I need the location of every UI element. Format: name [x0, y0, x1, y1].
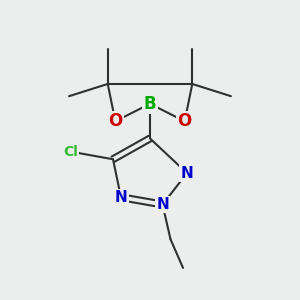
Text: O: O	[178, 112, 192, 130]
Text: N: N	[181, 166, 194, 181]
Text: B: B	[144, 95, 156, 113]
Text: N: N	[156, 197, 169, 212]
Text: N: N	[115, 190, 127, 205]
Text: O: O	[108, 112, 122, 130]
Text: Cl: Cl	[63, 145, 78, 159]
